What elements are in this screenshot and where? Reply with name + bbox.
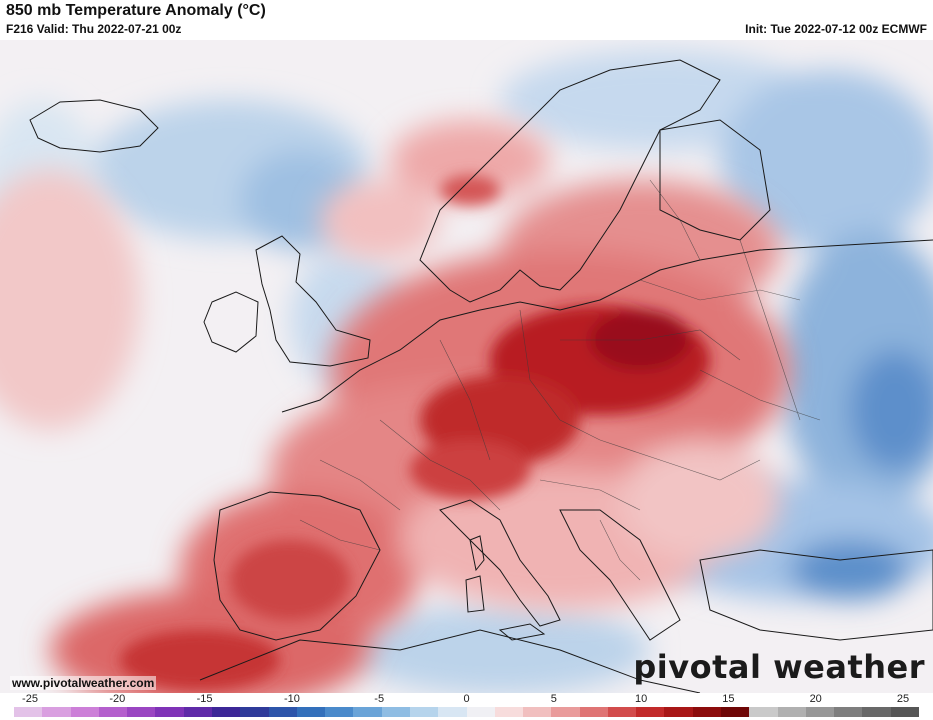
- colorbar-swatch: [721, 707, 750, 717]
- colorbar-swatch: [381, 707, 410, 717]
- colorbar-swatch: [14, 707, 43, 717]
- colorbar-tick-label: 0: [463, 693, 470, 705]
- website-label: www.pivotalweather.com: [10, 676, 157, 690]
- init-time: Init: Tue 2022-07-12 00z ECMWF: [745, 22, 927, 36]
- colorbar-swatch: [494, 707, 524, 717]
- colorbar-swatch: [607, 707, 637, 717]
- colorbar-tick-label: 5: [550, 693, 557, 705]
- colorbar-swatch: [664, 707, 693, 717]
- anomaly-map[interactable]: [0, 40, 933, 693]
- colorbar-tick-label: -15: [196, 693, 213, 705]
- colorbar-swatch: [42, 707, 71, 717]
- colorbar-tick-label: -10: [283, 693, 300, 705]
- colorbar-tick-label: -5: [374, 693, 385, 705]
- colorbar-swatch: [353, 707, 382, 717]
- colorbar-swatch: [183, 707, 212, 717]
- chart-title: 850 mb Temperature Anomaly (°C): [6, 2, 266, 19]
- colorbar-swatch: [466, 707, 495, 717]
- brand-logo: pivotal weather: [633, 648, 925, 686]
- colorbar-ticks: -25 -20 -15 -10 -5 0 5 10 15 20 25: [0, 693, 933, 705]
- colorbar-tick-label: -20: [109, 693, 126, 705]
- colorbar-swatch: [438, 707, 467, 717]
- colorbar-scale: [14, 707, 919, 717]
- colorbar-swatch: [777, 707, 806, 717]
- colorbar-swatch: [127, 707, 156, 717]
- colorbar-swatch: [692, 707, 722, 717]
- colorbar-swatch: [155, 707, 184, 717]
- colorbar-swatch: [636, 707, 665, 717]
- colorbar-tick-label: 15: [722, 693, 735, 705]
- colorbar-tick-label: 25: [896, 693, 910, 705]
- colorbar: -25 -20 -15 -10 -5 0 5 10 15 20 25: [0, 693, 933, 720]
- valid-time: F216 Valid: Thu 2022-07-21 00z: [6, 22, 182, 36]
- colorbar-swatch: [551, 707, 580, 717]
- colorbar-swatch: [325, 707, 354, 717]
- colorbar-swatch: [862, 707, 891, 717]
- colorbar-swatch: [70, 707, 99, 717]
- colorbar-swatch: [579, 707, 608, 717]
- colorbar-swatch: [296, 707, 326, 717]
- colorbar-tick-label: -25: [22, 693, 38, 705]
- warm-core-field: [120, 175, 710, 690]
- colorbar-swatch: [890, 707, 919, 717]
- colorbar-swatch: [211, 707, 241, 717]
- colorbar-swatch: [749, 707, 778, 717]
- colorbar-swatch: [98, 707, 128, 717]
- colorbar-swatch: [240, 707, 269, 717]
- colorbar-swatch: [805, 707, 835, 717]
- colorbar-swatch: [834, 707, 863, 717]
- colorbar-swatch: [268, 707, 297, 717]
- colorbar-swatch: [409, 707, 439, 717]
- colorbar-tick-label: 20: [809, 693, 822, 705]
- header: 850 mb Temperature Anomaly (°C) F216 Val…: [0, 0, 933, 40]
- country-borders: [299, 179, 821, 581]
- map-canvas: [0, 40, 933, 693]
- colorbar-swatch: [523, 707, 552, 717]
- colorbar-tick-label: 10: [634, 693, 648, 705]
